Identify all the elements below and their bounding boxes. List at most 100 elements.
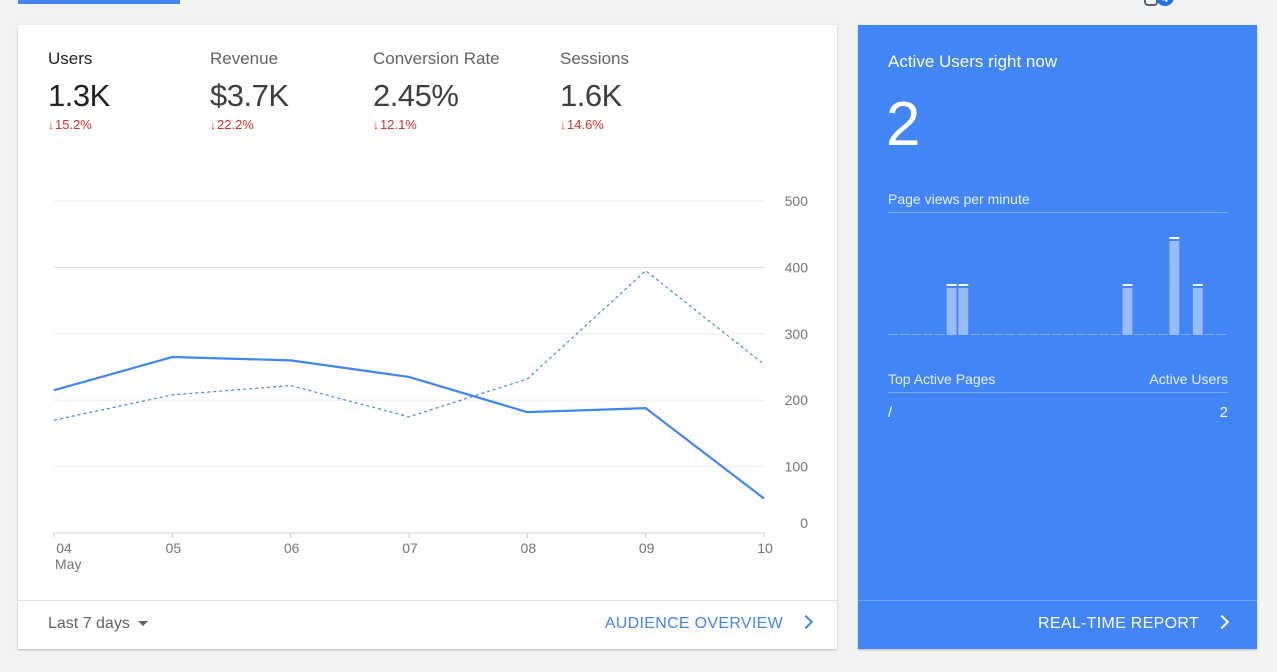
series-line-previous (53, 269, 765, 421)
notification-badge: 4 (1156, 0, 1174, 6)
metric-tab-conversion-rate[interactable]: Conversion Rate 2.45% ↓12.1% (373, 49, 500, 132)
pageview-bar-empty (1016, 334, 1027, 335)
arrow-down-icon: ↓ (560, 118, 566, 132)
users-line-chart: 0 100 200 300 400 500 04 05 06 07 08 09 10 May (53, 193, 809, 572)
metric-tab-users[interactable]: Users 1.3K ↓15.2% (48, 49, 110, 132)
pageview-bar[interactable] (946, 288, 957, 335)
metric-change: ↓14.6% (560, 117, 604, 132)
x-tick-label: 08 (521, 540, 537, 556)
x-axis: 04 05 06 07 08 09 10 May (53, 533, 773, 572)
pageview-bar-empty (1181, 334, 1192, 335)
metric-tab-revenue[interactable]: Revenue $3.7K ↓22.2% (210, 49, 289, 132)
y-axis: 0 100 200 300 400 500 (785, 193, 809, 531)
page-path: / (888, 404, 893, 421)
pageview-bar-empty (1063, 334, 1074, 335)
x-tick-label: 06 (284, 540, 300, 556)
pageview-bar-empty (1087, 334, 1098, 335)
realtime-title: Active Users right now (888, 52, 1058, 71)
pageviews-bar-chart (888, 237, 1227, 335)
audience-overview-link[interactable]: AUDIENCE OVERVIEW (604, 614, 814, 633)
col-top-active-pages: Top Active Pages (888, 371, 996, 387)
x-tick-label: 10 (757, 540, 773, 556)
col-active-users: Active Users (1149, 371, 1228, 387)
pageview-bar-empty (1145, 334, 1156, 335)
series-line-current (53, 355, 765, 500)
pageview-bar-empty (899, 334, 910, 335)
arrow-down-icon: ↓ (48, 118, 54, 132)
metric-change: ↓15.2% (48, 117, 92, 132)
pageview-bar[interactable] (1169, 241, 1180, 335)
realtime-report-label: REAL-TIME REPORT (1038, 615, 1199, 632)
date-range-dropdown[interactable]: Last 7 days (48, 615, 148, 633)
pageview-bar-cap (958, 284, 969, 286)
pageview-bar-empty (1157, 334, 1168, 335)
chart-series (53, 269, 765, 500)
active-users-count: 2 (886, 90, 921, 159)
chevron-right-icon (798, 614, 814, 630)
pageview-bar-empty (1052, 334, 1063, 335)
metric-value: 1.6K (560, 78, 622, 113)
x-tick-label: 05 (166, 540, 182, 556)
pageview-bar-empty (934, 334, 945, 335)
realtime-card: Active Users right now 2 Page views per … (858, 25, 1257, 649)
y-tick-label: 500 (785, 193, 809, 209)
pageview-bar-empty (1134, 334, 1145, 335)
metric-value: 1.3K (48, 78, 110, 113)
pageview-bar-empty (1075, 334, 1086, 335)
pageviews-label: Page views per minute (888, 191, 1030, 207)
caret-down-icon (137, 621, 148, 627)
pageview-bar-empty (993, 334, 1004, 335)
metric-value: $3.7K (210, 78, 289, 113)
y-tick-label: 0 (800, 515, 808, 531)
metric-label: Users (48, 49, 93, 68)
pageview-bar-empty (1204, 334, 1215, 335)
divider (888, 392, 1228, 393)
y-tick-label: 400 (785, 259, 809, 275)
metric-change: ↓12.1% (373, 117, 417, 132)
bell-icon (1144, 0, 1158, 6)
pageview-bar-empty (970, 334, 980, 335)
pageview-bar[interactable] (1122, 288, 1133, 335)
pageview-bar-empty (1040, 334, 1051, 335)
pageview-bar-empty (1110, 334, 1121, 335)
metric-label: Revenue (210, 49, 279, 68)
active-tab-indicator (18, 0, 180, 4)
x-tick-label: 07 (402, 540, 418, 556)
metric-tab-sessions[interactable]: Sessions 1.6K ↓14.6% (560, 49, 629, 132)
arrow-down-icon: ↓ (210, 118, 216, 132)
chart-grid (54, 200, 764, 534)
pageview-bar-empty (981, 334, 992, 335)
metric-label: Sessions (560, 49, 629, 68)
pageview-bar-empty (923, 334, 934, 335)
y-tick-label: 100 (785, 459, 809, 475)
y-tick-label: 300 (785, 326, 809, 342)
page-users: 2 (1219, 404, 1228, 421)
x-tick-label: 04 (56, 540, 72, 556)
pageview-bar-cap (946, 284, 957, 286)
pageview-bar[interactable] (1192, 288, 1203, 335)
realtime-report-link[interactable]: REAL-TIME REPORT (1038, 614, 1230, 633)
pageview-bar-empty (888, 334, 898, 335)
pageview-bar-cap (1122, 284, 1133, 286)
top-pages-header: Top Active Pages Active Users (888, 371, 1228, 387)
realtime-footer: REAL-TIME REPORT (858, 600, 1257, 650)
x-tick-label: 09 (639, 540, 655, 556)
table-row[interactable]: / 2 (888, 404, 1228, 421)
pageview-bar-empty (1028, 334, 1039, 335)
arrow-down-icon: ↓ (373, 118, 379, 132)
divider (888, 212, 1228, 213)
card-footer: Last 7 days AUDIENCE OVERVIEW (18, 600, 837, 650)
chevron-right-icon (1214, 614, 1230, 630)
metric-change: ↓22.2% (210, 117, 254, 132)
metric-label: Conversion Rate (373, 49, 500, 68)
pageview-bar-cap (1192, 284, 1203, 286)
date-range-label: Last 7 days (48, 615, 130, 632)
pageview-bar-empty (1005, 334, 1016, 335)
pageview-bar[interactable] (958, 288, 969, 335)
notifications-button[interactable]: 4 (1142, 0, 1174, 14)
pageview-bar-empty (1216, 334, 1227, 335)
x-month-label: May (55, 556, 81, 572)
audience-overview-label: AUDIENCE OVERVIEW (604, 615, 783, 632)
metric-value: 2.45% (373, 78, 459, 113)
overview-card: Users 1.3K ↓15.2% Revenue $3.7K ↓22.2% C… (18, 25, 837, 649)
